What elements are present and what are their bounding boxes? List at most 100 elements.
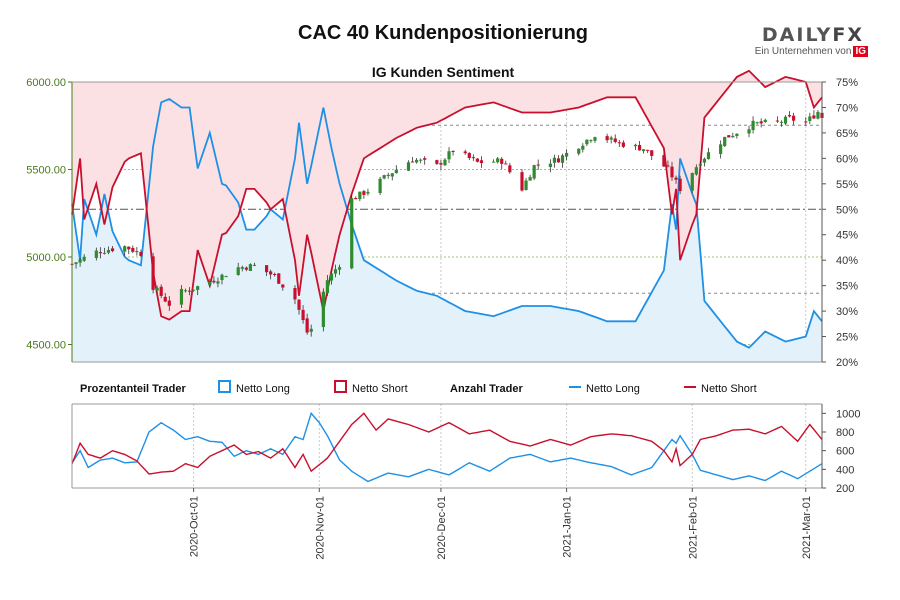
candle-down [617,142,621,144]
net-long-line [71,97,823,349]
candle-up [94,250,98,258]
candle-down [520,172,524,191]
candle-down [621,142,625,147]
candle-down [646,149,650,151]
net-long-area [72,99,822,362]
candle-down [475,158,480,162]
candle-up [492,161,496,163]
candle-up [779,121,784,123]
sentiment-tick-label: 60% [836,153,858,165]
candle-up [755,122,759,124]
candle-up [577,148,581,154]
sentiment-tick-label: 75% [836,77,858,89]
candle-down [305,318,309,333]
candle-down [536,164,540,166]
sentiment-tick-label: 35% [836,281,858,293]
candle-down [212,280,216,283]
price-candles [70,109,824,337]
candle-down [264,265,269,273]
candle-down [637,144,642,151]
net-short-area [72,70,822,320]
price-tick-label: 6000.00 [26,77,66,89]
legend-pct-long-swatch [218,380,231,393]
sentiment-tick-label: 50% [836,204,858,216]
date-tick-label: 2020-Dec-01 [436,496,448,560]
candle-up [358,191,362,200]
candle-down [812,115,816,119]
candle-up [593,137,597,141]
candle-up [192,289,196,291]
candle-up [179,289,184,305]
candle-up [406,162,411,171]
candle-up [236,267,240,275]
sentiment-tick-label: 45% [836,230,858,242]
candle-up [216,281,220,284]
candle-up [325,280,330,294]
candle-down [787,115,792,117]
price-tick-label: 4500.00 [26,340,66,352]
candle-down [500,158,504,164]
sentiment-tick-label: 30% [836,306,858,318]
candle-down [556,158,561,163]
candle-down [151,256,155,290]
candle-down [293,287,297,300]
price-tick-label: 5500.00 [26,165,66,177]
candle-down [479,160,484,164]
legend-pct-title: Prozentanteil Trader [80,383,186,395]
candle-up [702,158,707,163]
candle-down [127,246,131,250]
candle-up [552,157,557,163]
candle-down [759,121,763,124]
candle-up [333,269,338,274]
candle-down [98,252,102,254]
candle-up [585,139,589,145]
candle-down [410,161,415,163]
candle-up [208,281,212,285]
candle-up [698,164,702,166]
count-short-line [71,412,823,475]
candle-up [106,250,111,253]
candle-up [443,159,447,166]
candle-down [131,247,135,252]
candle-up [240,267,244,269]
candle-up [719,144,723,154]
candle-down [471,157,475,159]
candle-down [269,271,273,275]
candle-down [613,138,617,143]
candle-down [354,198,358,200]
candle-up [447,151,451,160]
trader-count-lines [71,411,823,483]
sub-axes: 200 400 600 800 1000 2020-Oct-01 2020-Nov-01 20… [71,403,860,560]
candle-up [309,328,313,332]
sentiment-tick-label: 25% [836,332,858,344]
candle-up [394,169,398,174]
candle-up [751,120,755,130]
candle-down [662,155,666,167]
legend-count-long-label: Netto Long [586,383,640,395]
candle-up [564,152,569,157]
candle-up [690,173,694,191]
dailyfx-logo: DAILYFX Ein Unternehmen von IG [755,24,868,64]
candle-down [244,267,248,270]
sentiment-tick-label: 55% [836,179,858,191]
candle-up [609,137,613,140]
candle-up [350,198,354,269]
candle-up [723,136,727,147]
candle-up [321,291,325,328]
sentiment-lines [71,69,823,349]
candle-up [414,159,419,163]
chart-title: CAC 40 Kundenpositionierung [298,22,588,44]
candle-down [727,135,731,138]
candle-up [196,286,200,290]
candle-up [252,264,257,266]
main-chart-title: IG Kunden Sentiment [371,64,515,80]
candle-up [763,119,767,123]
candle-down [301,309,305,321]
count-tick-label: 1000 [836,408,860,420]
candle-up [123,246,127,252]
candle-down [463,151,467,154]
candle-down [451,150,455,152]
date-tick-label: 2021-Feb-01 [687,496,699,559]
candle-up [248,264,252,271]
count-tick-label: 400 [836,464,854,476]
